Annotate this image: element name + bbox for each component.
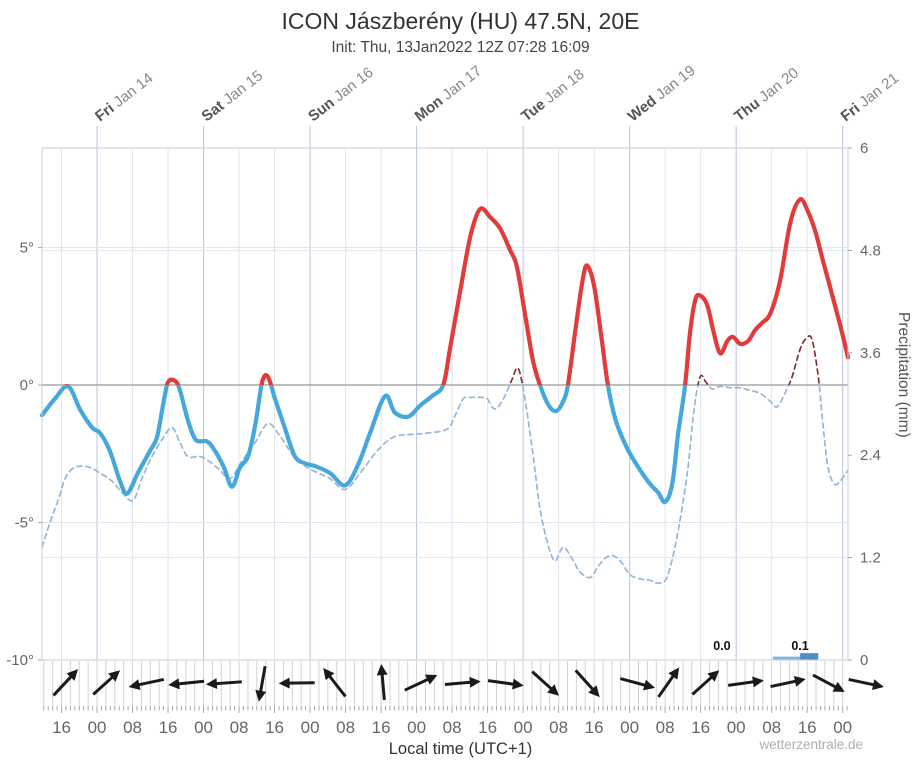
precip-tick-label: 6 <box>860 140 868 157</box>
hour-label: 16 <box>265 718 284 737</box>
hour-label: 00 <box>194 718 213 737</box>
day-label: Fri Jan 14 <box>92 70 156 126</box>
wind-arrow <box>404 674 438 692</box>
wind-arrow <box>619 677 656 691</box>
hour-label: 00 <box>407 718 426 737</box>
2m-temperature-series <box>40 197 850 505</box>
series-below-zero <box>40 385 688 505</box>
hour-label: 16 <box>585 718 604 737</box>
precip-tick-label: 3.6 <box>860 345 881 362</box>
precip-bar <box>800 653 819 660</box>
wind-arrow <box>444 676 481 688</box>
temp-tick-label: -5° <box>15 515 34 532</box>
day-axis: Fri Jan 14 Sat Jan 15 Sun Jan 16 Mon Jan 17… <box>92 62 902 148</box>
hour-label: 16 <box>159 718 178 737</box>
wind-strip <box>43 661 884 706</box>
wind-arrow <box>255 665 267 702</box>
temp-axis: 5° 0° -5° -10° <box>6 240 42 669</box>
wind-arrow <box>531 670 559 696</box>
wind-arrow <box>376 664 388 701</box>
hour-label: 08 <box>443 718 462 737</box>
y-right-axis-title: Precipitation (mm) <box>895 312 912 438</box>
wind-arrow <box>205 678 242 690</box>
hour-label: 16 <box>478 718 497 737</box>
precip-amount-label: 0.1 <box>791 639 808 653</box>
series-above-zero <box>64 197 850 385</box>
precip-tick-label: 4.8 <box>860 242 881 259</box>
day-label: Sun Jan 16 <box>305 64 377 125</box>
plot-border <box>41 147 849 661</box>
day-label: Sat Jan 15 <box>199 67 267 125</box>
chart-title: ICON Jászberény (HU) 47.5N, 20E <box>281 8 640 34</box>
wind-arrow <box>848 677 884 691</box>
wind-arrow <box>92 670 121 696</box>
day-label: Wed Jan 19 <box>625 62 699 125</box>
hour-label: 00 <box>88 718 107 737</box>
hour-label: 16 <box>691 718 710 737</box>
hour-label: 00 <box>301 718 320 737</box>
precip-tick-label: 1.2 <box>860 550 881 567</box>
series-below-zero <box>41 385 849 584</box>
wind-arrow <box>52 669 79 697</box>
precip-axis: 6 4.8 3.6 2.4 1.2 0 <box>848 140 881 669</box>
wind-arrow <box>574 669 600 698</box>
wind-arrow <box>487 678 524 690</box>
hour-label: 08 <box>336 718 355 737</box>
hour-labels: 16 00 08 16 00 08 16 00 08 16 00 08 16 00 08 16 00 08 16 00… <box>52 718 852 737</box>
precip-bar <box>772 656 801 660</box>
hour-label: 08 <box>549 718 568 737</box>
wind-arrow <box>657 667 680 698</box>
wind-arrow <box>727 676 764 688</box>
x-axis-title: Local time (UTC+1) <box>388 740 533 758</box>
hour-label: 16 <box>372 718 391 737</box>
hour-label: 00 <box>514 718 533 737</box>
wind-arrow <box>323 668 347 698</box>
hour-label: 00 <box>833 718 852 737</box>
hour-tick-row <box>43 706 848 713</box>
temp-tick-label: -10° <box>6 652 34 669</box>
day-label: Tue Jan 18 <box>518 66 587 125</box>
wind-arrow <box>770 675 806 689</box>
hour-label: 00 <box>727 718 746 737</box>
2m-dewpoint-series <box>41 335 849 584</box>
watermark: wetterzentrale.de <box>759 737 863 752</box>
hour-label: 16 <box>798 718 817 737</box>
chart-subtitle: Init: Thu, 13Jan2022 12Z 07:28 16:09 <box>331 39 590 56</box>
precip-tick-label: 0 <box>860 652 868 669</box>
precipitation-bars: 0.0 0.1 <box>713 639 819 660</box>
day-label: Thu Jan 20 <box>731 65 802 126</box>
precip-amount-label: 0.0 <box>713 639 730 653</box>
hour-label: 08 <box>123 718 142 737</box>
hour-label: 00 <box>620 718 639 737</box>
day-label: Mon Jan 17 <box>412 62 486 125</box>
wind-arrow <box>128 677 165 691</box>
hour-label: 08 <box>230 718 249 737</box>
wind-arrow <box>168 678 205 690</box>
precip-tick-label: 2.4 <box>860 447 881 464</box>
hour-label: 16 <box>52 718 71 737</box>
hour-label: 08 <box>656 718 675 737</box>
hour-label: 08 <box>762 718 781 737</box>
temp-tick-label: 5° <box>20 240 34 257</box>
wind-arrow <box>278 677 315 689</box>
temp-tick-label: 0° <box>20 377 34 394</box>
wind-arrow <box>812 673 845 692</box>
wind-arrow <box>691 670 720 696</box>
day-label: Fri Jan 21 <box>838 70 902 126</box>
